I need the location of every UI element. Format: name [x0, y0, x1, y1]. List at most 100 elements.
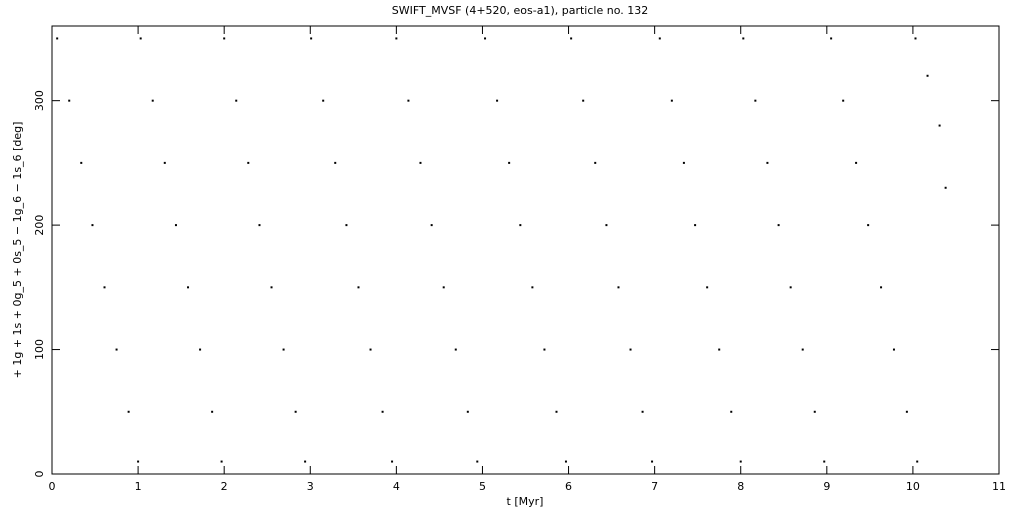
point: [605, 224, 608, 227]
point: [139, 37, 142, 40]
point: [508, 161, 511, 164]
point: [381, 410, 384, 413]
point: [496, 99, 499, 102]
point: [926, 74, 929, 77]
point: [658, 37, 661, 40]
point: [594, 161, 597, 164]
plot-frame: [51, 25, 1000, 475]
point: [466, 410, 469, 413]
point: [115, 348, 118, 351]
point: [357, 286, 360, 289]
point: [127, 410, 130, 413]
point: [543, 348, 546, 351]
point: [163, 161, 166, 164]
point: [304, 460, 307, 463]
point: [270, 286, 273, 289]
point: [310, 37, 313, 40]
point: [137, 460, 140, 463]
point: [476, 460, 479, 463]
point: [706, 286, 709, 289]
x-tick-label: 3: [307, 480, 314, 493]
point: [938, 124, 941, 127]
point: [220, 460, 223, 463]
point: [555, 410, 558, 413]
point: [187, 286, 190, 289]
point: [892, 348, 895, 351]
point: [91, 224, 94, 227]
point: [391, 460, 394, 463]
point: [730, 410, 733, 413]
point: [345, 224, 348, 227]
point: [68, 99, 71, 102]
point: [914, 37, 917, 40]
point: [905, 410, 908, 413]
point: [531, 286, 534, 289]
point: [867, 224, 870, 227]
x-axis-label: t [Myr]: [507, 495, 544, 508]
point: [641, 410, 644, 413]
point: [830, 37, 833, 40]
point: [484, 37, 487, 40]
x-tick-label: 5: [479, 480, 486, 493]
point: [151, 99, 154, 102]
point: [718, 348, 721, 351]
point: [682, 161, 685, 164]
x-tick-label: 4: [393, 480, 400, 493]
point: [789, 286, 792, 289]
point: [629, 348, 632, 351]
point: [395, 37, 398, 40]
point: [801, 348, 804, 351]
point: [247, 161, 250, 164]
point: [582, 99, 585, 102]
x-tick-label: 1: [135, 480, 142, 493]
point: [670, 99, 673, 102]
point: [766, 161, 769, 164]
point: [694, 224, 697, 227]
point: [174, 224, 177, 227]
point: [419, 161, 422, 164]
x-tick-label: 6: [565, 480, 572, 493]
point: [916, 460, 919, 463]
y-axis-label: + 1g + 1s + 0g_5 + 0s_5 − 1g_6 − 1s_6 [d…: [11, 122, 24, 379]
point: [617, 286, 620, 289]
x-tick-label: 2: [221, 480, 228, 493]
y-tick-label: 200: [33, 215, 46, 236]
point: [442, 286, 445, 289]
point: [334, 161, 337, 164]
point: [80, 161, 83, 164]
x-tick-label: 10: [906, 480, 920, 493]
point: [454, 348, 457, 351]
point: [823, 460, 826, 463]
point: [258, 224, 261, 227]
point: [564, 460, 567, 463]
point: [235, 99, 238, 102]
chart-title: SWIFT_MVSF (4+520, eos-a1), particle no.…: [392, 4, 648, 17]
point: [199, 348, 202, 351]
point: [430, 224, 433, 227]
point: [570, 37, 573, 40]
point: [211, 410, 214, 413]
x-tick-label: 9: [823, 480, 830, 493]
point: [880, 286, 883, 289]
point: [407, 99, 410, 102]
y-tick-label: 100: [33, 339, 46, 360]
point: [369, 348, 372, 351]
point: [223, 37, 226, 40]
point: [855, 161, 858, 164]
point: [103, 286, 106, 289]
point: [294, 410, 297, 413]
x-tick-label: 7: [651, 480, 658, 493]
y-tick-label: 300: [33, 90, 46, 111]
point: [519, 224, 522, 227]
point: [56, 37, 59, 40]
x-tick-label: 8: [737, 480, 744, 493]
y-tick-label: 0: [33, 471, 46, 478]
x-tick-label: 11: [992, 480, 1006, 493]
point: [754, 99, 757, 102]
point: [739, 460, 742, 463]
point: [842, 99, 845, 102]
point: [777, 224, 780, 227]
point: [282, 348, 285, 351]
point: [813, 410, 816, 413]
